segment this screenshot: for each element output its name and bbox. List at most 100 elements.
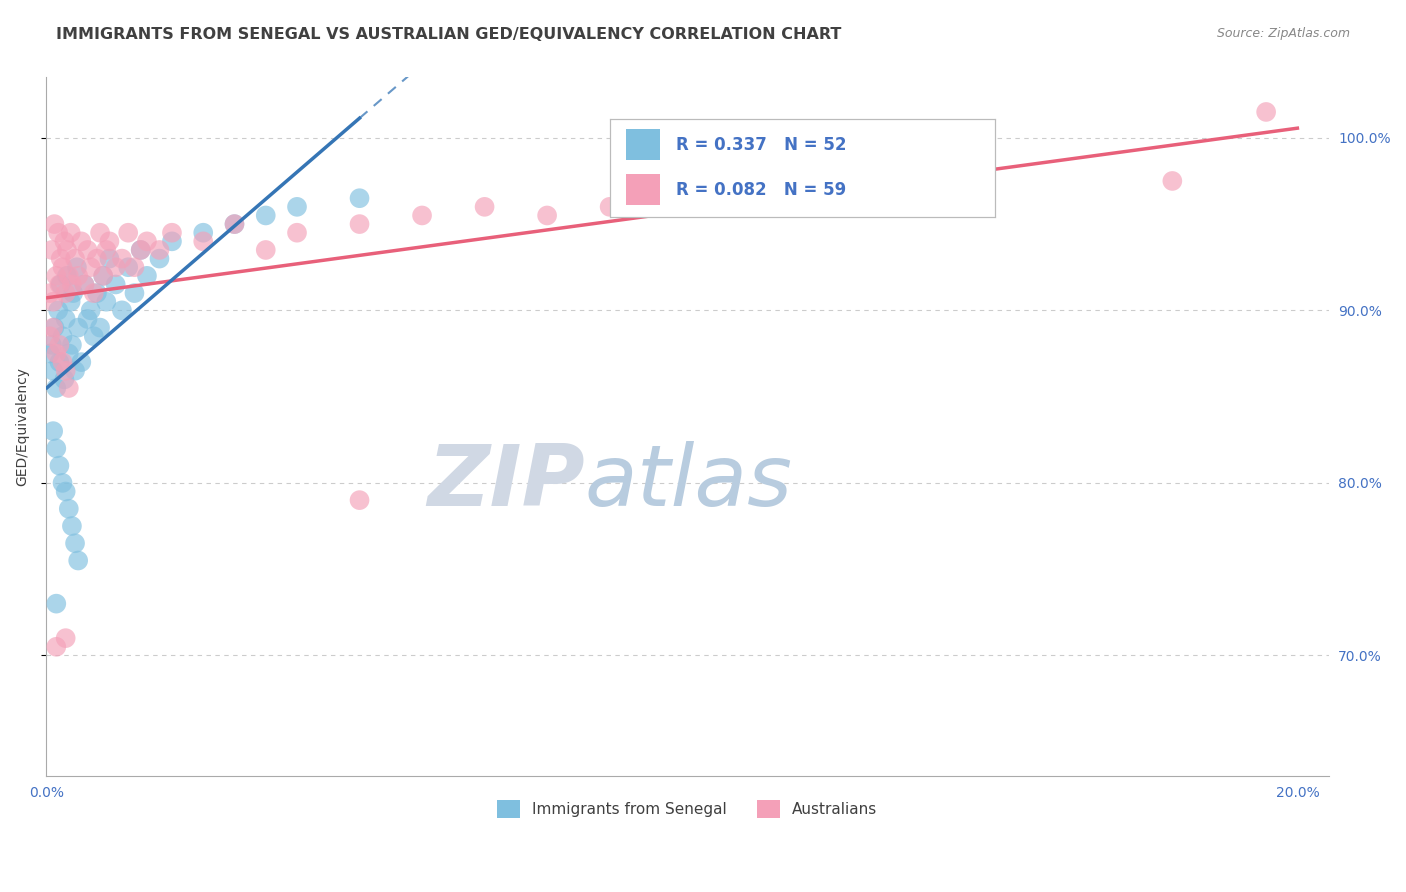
- Point: [111, 252, 134, 266]
- Point: [973, 183, 995, 197]
- Point: [62, 286, 84, 301]
- Text: atlas: atlas: [585, 442, 793, 524]
- Point: [63, 252, 86, 266]
- Point: [79, 260, 101, 275]
- Point: [49, 277, 72, 292]
- Point: [60, 277, 83, 292]
- Point: [53, 372, 76, 386]
- Point: [58, 501, 80, 516]
- Point: [55, 631, 77, 645]
- Point: [129, 243, 152, 257]
- Point: [91, 268, 114, 283]
- Point: [193, 226, 215, 240]
- Text: Source: ZipAtlas.com: Source: ZipAtlas.com: [1216, 27, 1350, 40]
- Point: [45, 442, 67, 456]
- Point: [91, 268, 114, 283]
- Point: [160, 235, 183, 249]
- Point: [73, 277, 96, 292]
- Point: [45, 597, 67, 611]
- Point: [89, 320, 111, 334]
- Point: [254, 209, 277, 223]
- Point: [58, 381, 80, 395]
- Point: [60, 338, 83, 352]
- Point: [51, 475, 73, 490]
- Point: [56, 268, 79, 283]
- Point: [45, 268, 67, 283]
- Point: [349, 493, 371, 508]
- Point: [55, 312, 77, 326]
- Point: [124, 260, 146, 275]
- Point: [98, 252, 121, 266]
- Point: [45, 346, 67, 360]
- Point: [254, 243, 277, 257]
- Point: [136, 268, 159, 283]
- Point: [911, 191, 934, 205]
- Point: [285, 200, 308, 214]
- Point: [136, 235, 159, 249]
- Point: [79, 303, 101, 318]
- Point: [55, 364, 77, 378]
- Point: [73, 277, 96, 292]
- Point: [45, 640, 67, 654]
- Point: [86, 252, 108, 266]
- Legend: Immigrants from Senegal, Australians: Immigrants from Senegal, Australians: [491, 794, 884, 824]
- Point: [786, 183, 808, 197]
- Point: [224, 217, 246, 231]
- Point: [60, 519, 83, 533]
- Point: [58, 268, 80, 283]
- Point: [59, 226, 82, 240]
- Point: [51, 260, 73, 275]
- Point: [599, 200, 621, 214]
- Point: [63, 364, 86, 378]
- Point: [67, 268, 90, 283]
- Point: [51, 355, 73, 369]
- Point: [53, 235, 76, 249]
- Point: [96, 294, 118, 309]
- Text: ZIP: ZIP: [427, 442, 585, 524]
- Point: [63, 536, 86, 550]
- Point: [48, 277, 70, 292]
- Point: [98, 235, 121, 249]
- Point: [39, 286, 62, 301]
- Point: [42, 294, 65, 309]
- Point: [56, 243, 79, 257]
- Point: [411, 209, 433, 223]
- Point: [46, 226, 69, 240]
- Point: [285, 226, 308, 240]
- Point: [67, 320, 90, 334]
- Point: [117, 226, 139, 240]
- Point: [41, 243, 63, 257]
- Point: [39, 346, 62, 360]
- Point: [111, 303, 134, 318]
- Point: [48, 458, 70, 473]
- Point: [76, 243, 98, 257]
- Point: [48, 338, 70, 352]
- Point: [349, 191, 371, 205]
- Point: [193, 235, 215, 249]
- Point: [76, 312, 98, 326]
- Point: [44, 217, 66, 231]
- Point: [70, 355, 93, 369]
- Point: [42, 424, 65, 438]
- Point: [55, 484, 77, 499]
- Point: [104, 260, 127, 275]
- Point: [46, 303, 69, 318]
- Point: [124, 286, 146, 301]
- Point: [160, 226, 183, 240]
- Point: [89, 226, 111, 240]
- Point: [39, 329, 62, 343]
- Point: [70, 235, 93, 249]
- Point: [224, 217, 246, 231]
- Point: [55, 286, 77, 301]
- Point: [104, 277, 127, 292]
- Text: IMMIGRANTS FROM SENEGAL VS AUSTRALIAN GED/EQUIVALENCY CORRELATION CHART: IMMIGRANTS FROM SENEGAL VS AUSTRALIAN GE…: [56, 27, 842, 42]
- Point: [96, 243, 118, 257]
- Point: [58, 346, 80, 360]
- Point: [1161, 174, 1184, 188]
- Point: [49, 252, 72, 266]
- Point: [83, 286, 105, 301]
- Point: [45, 381, 67, 395]
- Point: [117, 260, 139, 275]
- Point: [42, 364, 65, 378]
- Point: [48, 355, 70, 369]
